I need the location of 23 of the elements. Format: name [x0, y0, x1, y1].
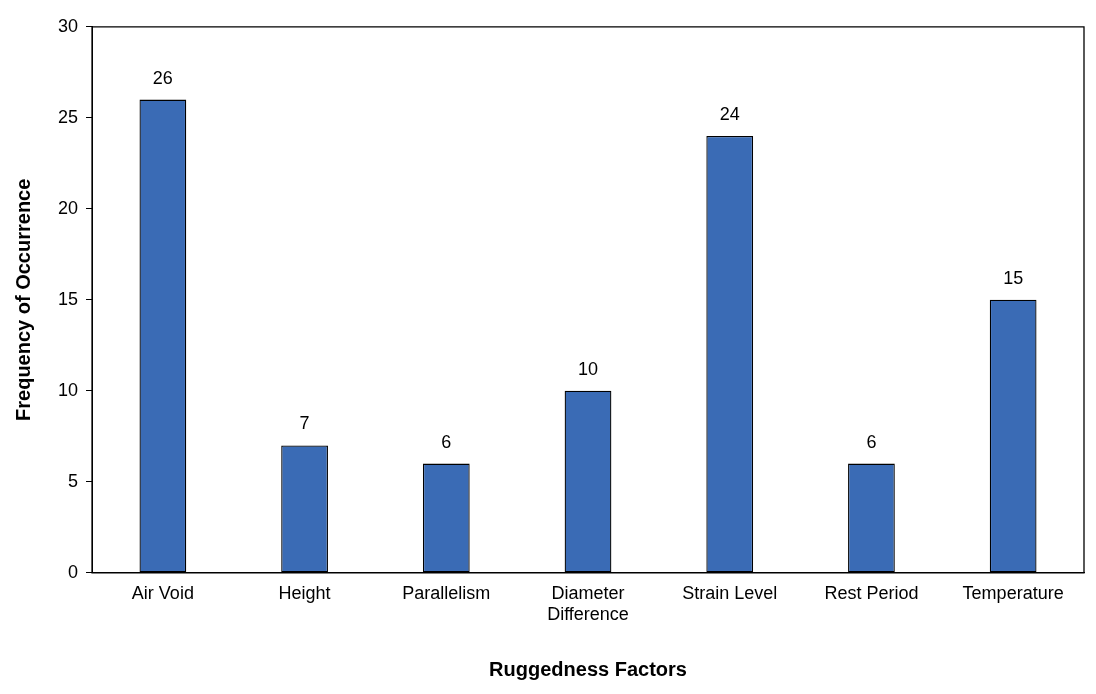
y-tick-label: 10	[57, 379, 79, 400]
data-label: 7	[299, 413, 310, 434]
data-label: 24	[719, 103, 740, 124]
data-label: 15	[1003, 267, 1024, 288]
x-tick-label: Strain Level	[682, 582, 778, 603]
data-label: 6	[441, 431, 452, 452]
x-tick-label: Rest Period	[824, 582, 919, 603]
data-label: 10	[578, 358, 599, 379]
data-label: 26	[152, 67, 173, 88]
data-label: 6	[866, 431, 877, 452]
y-tick-label: 0	[68, 561, 79, 582]
y-tick-label: 5	[68, 470, 79, 491]
y-axis-title: Frequency of Occurrence	[11, 178, 34, 421]
x-tick-label: Temperature	[962, 582, 1064, 603]
x-tick-label: Parallelism	[402, 582, 491, 603]
y-tick-label: 25	[57, 106, 79, 127]
x-tick-label: Diameter Difference	[547, 582, 629, 625]
x-tick-label: Height	[278, 582, 331, 603]
y-tick-label: 20	[57, 197, 79, 218]
x-tick-label: Air Void	[131, 582, 194, 603]
x-axis-title: Ruggedness Factors	[489, 657, 687, 680]
y-tick-label: 15	[57, 288, 79, 309]
y-tick-label: 30	[57, 15, 79, 36]
